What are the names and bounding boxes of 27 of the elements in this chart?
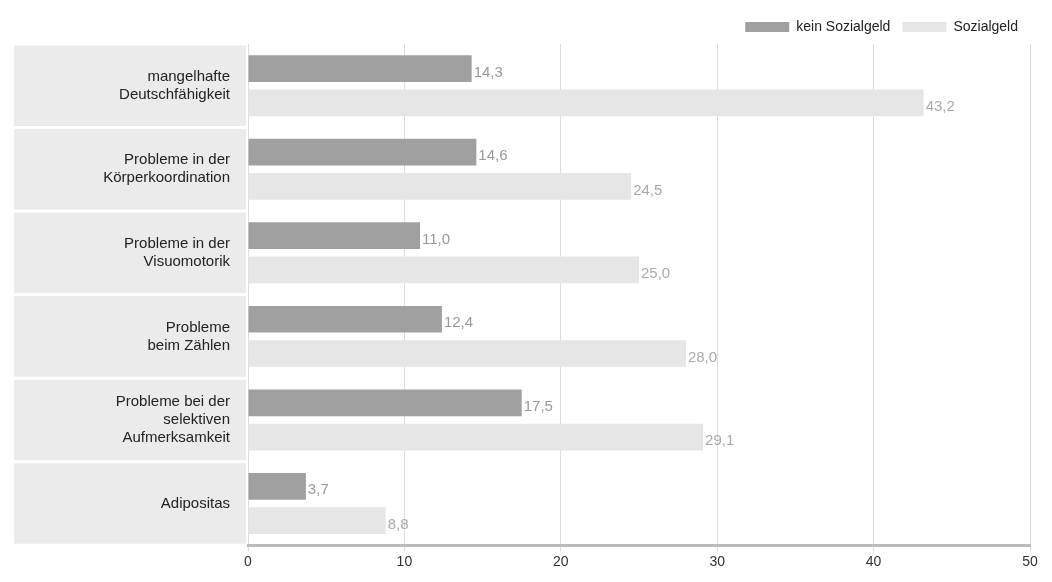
legend-label: Sozialgeld (953, 17, 1019, 34)
x-tick-label: 30 (709, 553, 726, 570)
x-tick-label: 0 (244, 553, 253, 570)
data-label: 25,0 (641, 264, 671, 282)
data-label: 14,6 (478, 146, 508, 164)
data-label: 17,5 (523, 396, 553, 414)
data-label: 43,2 (925, 97, 955, 115)
data-label: 28,0 (687, 347, 718, 365)
data-label: 3,7 (307, 480, 329, 498)
data-label: 29,1 (705, 431, 735, 449)
y-tick-label: Probleme in der Körperkoordination (103, 150, 230, 186)
y-tick-label: Probleme bei der selektiven Aufmerksamkeit (115, 392, 231, 446)
x-tick-label: 50 (1022, 553, 1038, 570)
data-label: 14,3 (473, 62, 503, 80)
data-label: 8,8 (387, 514, 409, 532)
x-tick-label: 20 (553, 553, 569, 570)
legend-label: kein Sozialgeld (796, 17, 891, 34)
y-tick-label: Probleme beim Zählen (147, 317, 230, 353)
y-tick-label: Probleme in der Visuomotorik (124, 233, 231, 269)
data-label: 12,4 (443, 313, 474, 331)
data-label: 24,5 (633, 180, 663, 198)
y-tick-label: mangelhafte Deutschfähigkeit (119, 66, 231, 102)
y-tick-label: Adipositas (160, 493, 230, 511)
data-label: 11,0 (422, 229, 451, 247)
x-tick-label: 40 (865, 553, 882, 570)
x-tick-label: 10 (396, 553, 413, 570)
bar (248, 472, 306, 500)
